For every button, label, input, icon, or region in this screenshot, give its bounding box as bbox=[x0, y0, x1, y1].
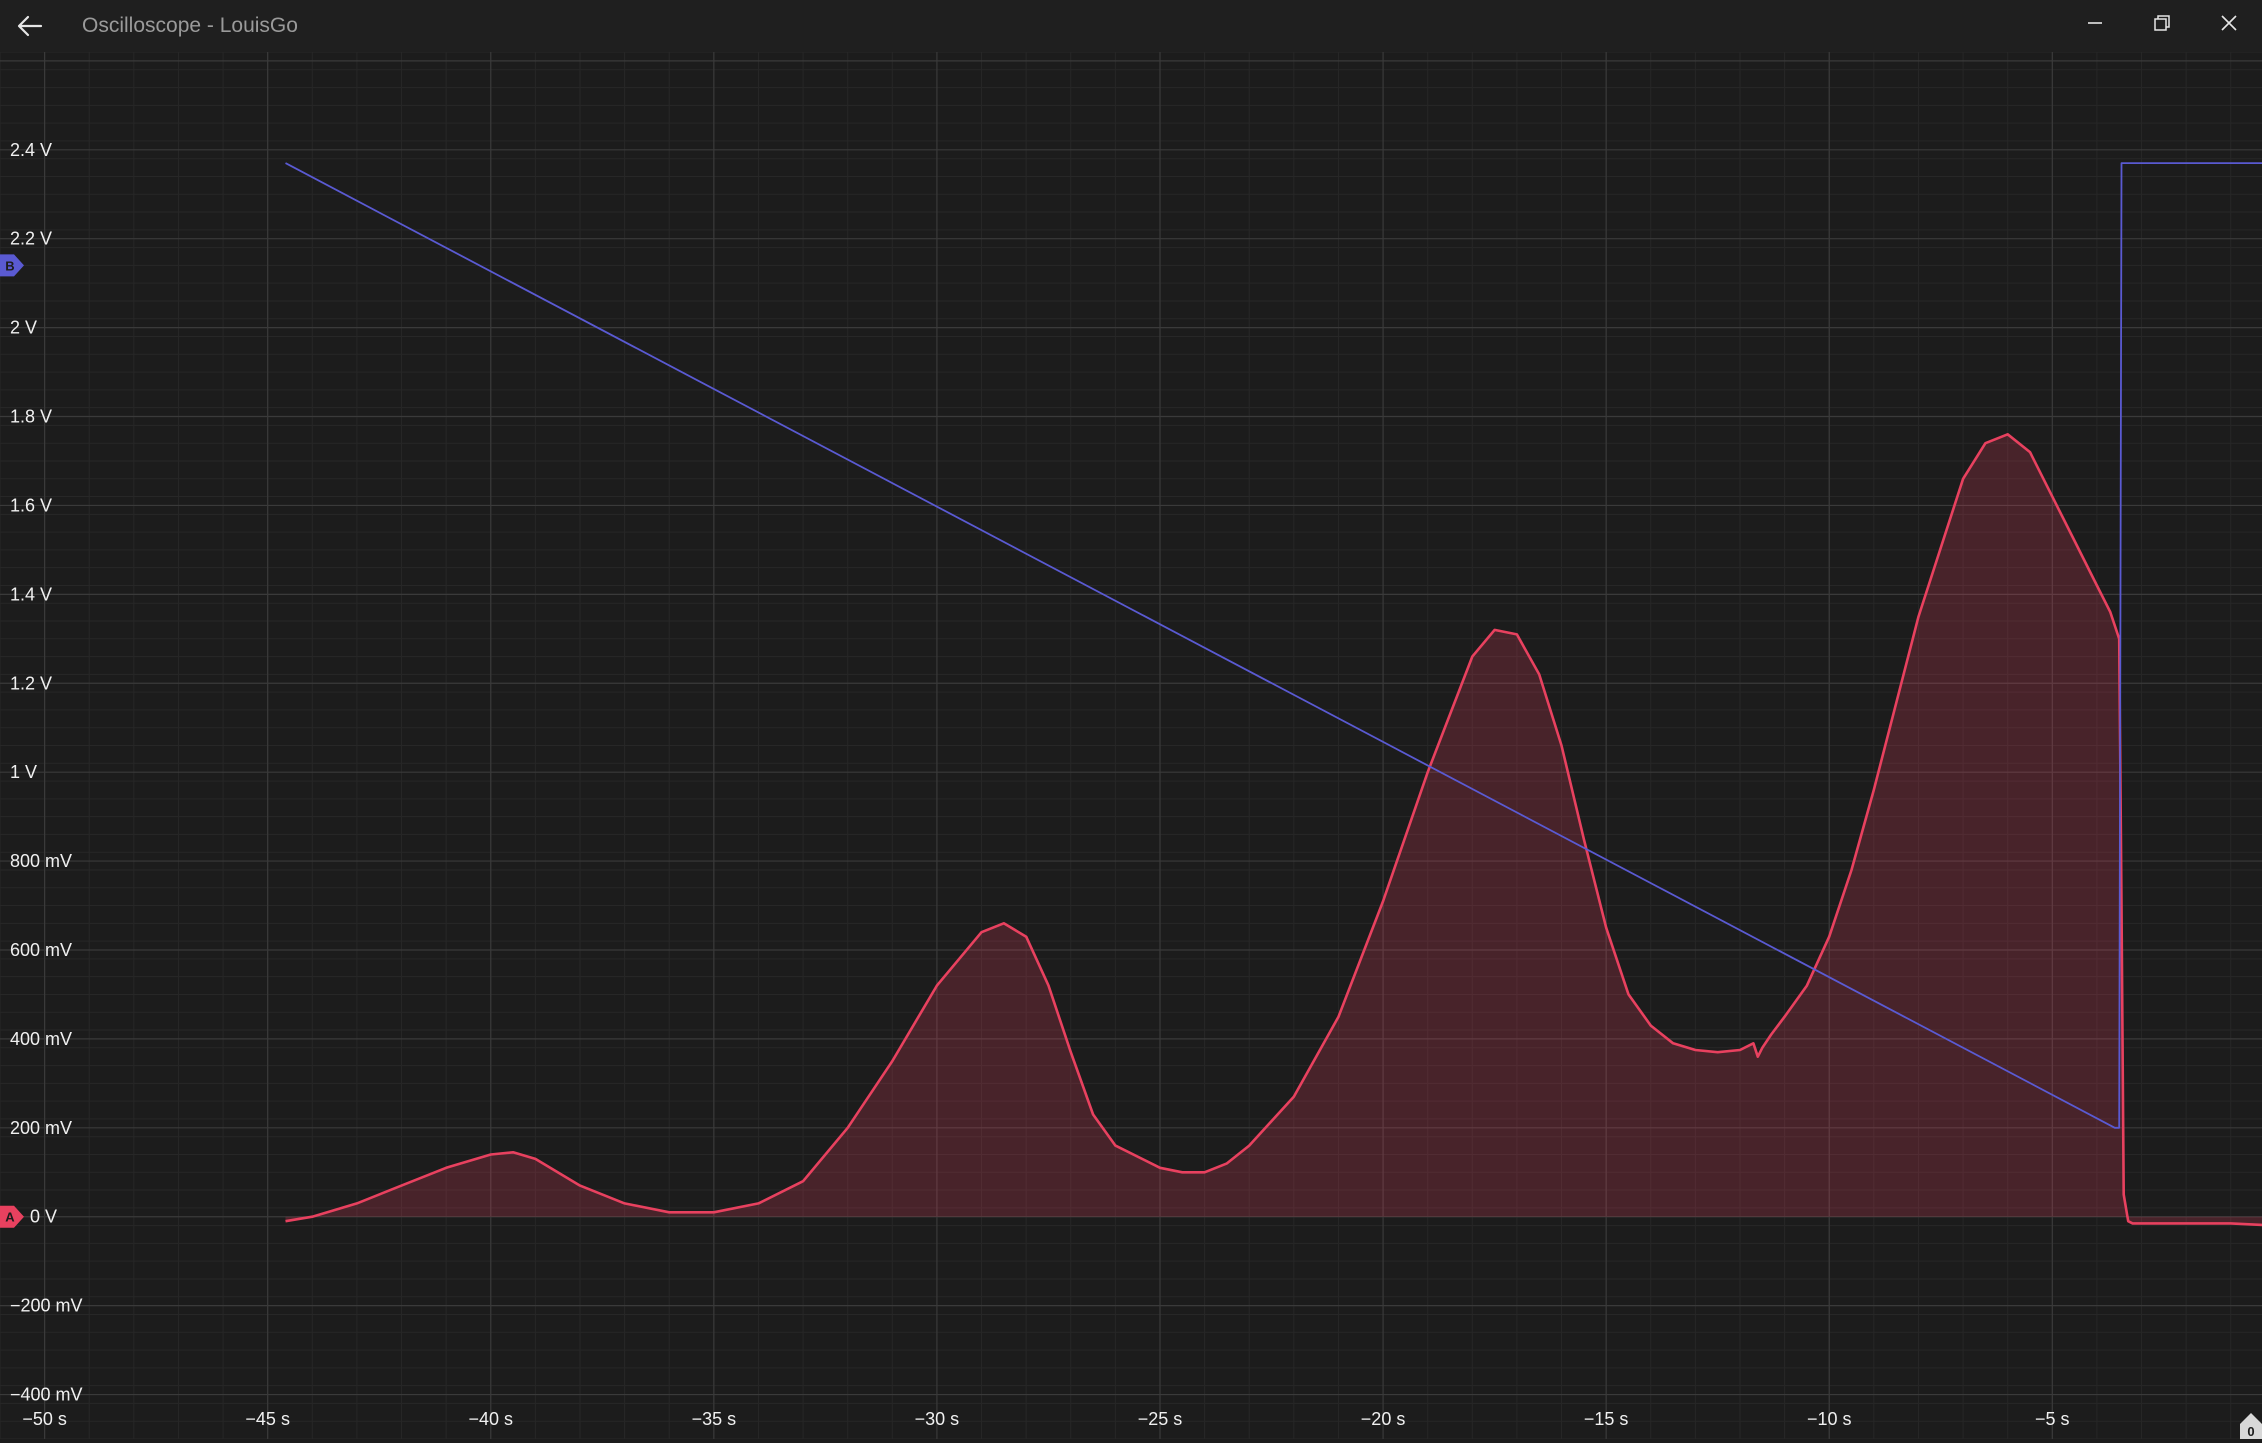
y-tick-label: 1.2 V bbox=[10, 673, 52, 693]
minimize-icon bbox=[2086, 14, 2104, 32]
x-tick-label: −50 s bbox=[22, 1409, 67, 1429]
y-tick-label: 1 V bbox=[10, 762, 37, 782]
y-tick-label: 800 mV bbox=[10, 851, 72, 871]
arrow-left-icon bbox=[17, 15, 43, 37]
close-button[interactable] bbox=[2195, 0, 2262, 46]
window-title: Oscilloscope - LouisGo bbox=[82, 14, 298, 38]
channel-b-marker[interactable]: B bbox=[0, 254, 24, 276]
y-tick-label: 1.4 V bbox=[10, 584, 52, 604]
y-tick-label: 200 mV bbox=[10, 1118, 72, 1138]
y-tick-label: 2.4 V bbox=[10, 140, 52, 160]
x-axis-labels: −50 s −45 s −40 s −35 s −30 s −25 s −20 s −15 s… bbox=[22, 1409, 2069, 1429]
x-tick-label: −45 s bbox=[245, 1409, 290, 1429]
y-tick-label: −400 mV bbox=[10, 1385, 83, 1405]
restore-button[interactable] bbox=[2128, 0, 2195, 46]
title-bar: Oscilloscope - LouisGo bbox=[0, 0, 2262, 52]
series-layer bbox=[286, 163, 2262, 1226]
channel-a-marker[interactable]: A bbox=[0, 1206, 24, 1228]
y-tick-label: 2.2 V bbox=[10, 229, 52, 249]
oscilloscope-chart[interactable]: −400 mV −200 mV 0 V 200 mV 400 mV 600 mV 800 m… bbox=[0, 52, 2262, 1439]
close-icon bbox=[2220, 14, 2238, 32]
y-tick-label: 1.8 V bbox=[10, 407, 52, 427]
y-tick-label: 400 mV bbox=[10, 1029, 72, 1049]
x-tick-label: −5 s bbox=[2035, 1409, 2070, 1429]
y-tick-label: 0 V bbox=[30, 1207, 57, 1227]
corner-badge[interactable]: 0 bbox=[2240, 1413, 2262, 1439]
x-tick-label: −30 s bbox=[915, 1409, 960, 1429]
x-tick-label: −35 s bbox=[692, 1409, 737, 1429]
y-tick-label: 2 V bbox=[10, 318, 37, 338]
y-tick-label: 600 mV bbox=[10, 940, 72, 960]
x-tick-label: −20 s bbox=[1361, 1409, 1406, 1429]
x-tick-label: −10 s bbox=[1807, 1409, 1852, 1429]
channel-a-area-fill bbox=[286, 434, 2262, 1225]
channel-b-marker-label: B bbox=[5, 258, 14, 273]
y-tick-label: 1.6 V bbox=[10, 495, 52, 515]
x-tick-label: −15 s bbox=[1584, 1409, 1629, 1429]
oscilloscope-plot-area[interactable]: −400 mV −200 mV 0 V 200 mV 400 mV 600 mV 800 m… bbox=[0, 52, 2262, 1439]
restore-icon bbox=[2153, 14, 2171, 32]
channel-a-marker-label: A bbox=[5, 1210, 15, 1225]
minimize-button[interactable] bbox=[2061, 0, 2128, 46]
window-controls bbox=[2061, 0, 2262, 52]
x-tick-label: −40 s bbox=[468, 1409, 513, 1429]
back-button[interactable] bbox=[0, 0, 60, 52]
y-tick-label: −200 mV bbox=[10, 1296, 83, 1316]
corner-badge-label: 0 bbox=[2247, 1424, 2254, 1439]
x-tick-label: −25 s bbox=[1138, 1409, 1183, 1429]
